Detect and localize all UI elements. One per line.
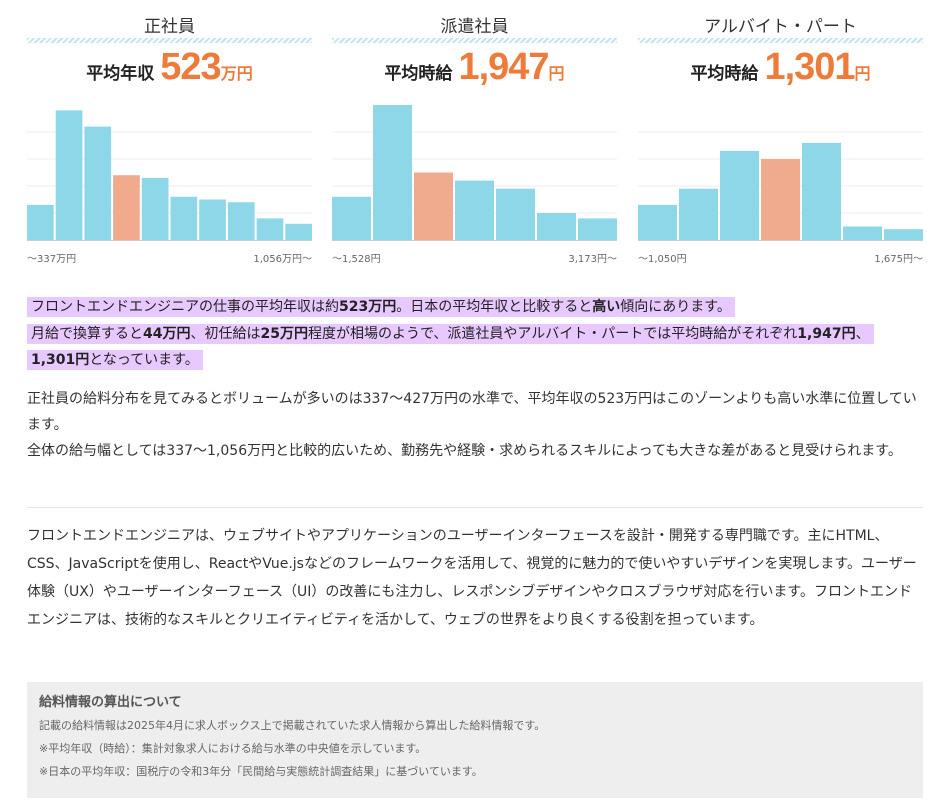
histogram-bar: [141, 177, 169, 240]
calculation-note: 給料情報の算出について 記載の給料情報は2025年4月に求人ボックス上で掲載され…: [27, 682, 923, 798]
histogram-seishain: [27, 110, 312, 241]
paragraph-line: 全体の給与幅としては337〜1,056万円と比較的広いため、勤務先や経験・求めら…: [27, 443, 902, 459]
summary-emphasis: 523万円: [339, 299, 397, 315]
note-line: ※平均年収（時給）：集計対象求人における給与水準の中央値を示しています。: [39, 742, 427, 755]
chart-title: 派遣社員: [440, 17, 509, 37]
histogram-bar: [679, 188, 718, 240]
chart-title: アルバイト・パート: [704, 17, 857, 37]
histogram-bar: [256, 218, 284, 240]
summary-text: 、初任給は: [190, 325, 261, 342]
histogram-arubaito: [638, 131, 923, 241]
summary-emphasis: 44万円: [143, 325, 191, 342]
average-value: 523: [160, 46, 221, 88]
average-value: 1,301: [764, 46, 855, 88]
summary-text: 月給で換算すると: [31, 325, 143, 342]
histogram-bar: [802, 142, 841, 240]
average-label: 平均年収: [86, 64, 155, 84]
chart-arubaito: アルバイト・パート 平均時給 1,301円 〜1,050円 1,675円〜: [638, 0, 923, 275]
summary-text: 。日本の平均年収と比較すると: [396, 299, 593, 315]
note-title: 給料情報の算出について: [39, 695, 182, 710]
section-divider: [27, 507, 923, 508]
axis-max-label: 1,675円〜: [874, 254, 923, 265]
average-salary: 平均時給 1,301円: [638, 46, 923, 89]
distribution-paragraph: 正社員の給料分布を見てみるとボリュームが多いのは337〜427万円の水準で、平均…: [27, 386, 923, 464]
average-salary: 平均年収 523万円: [27, 46, 312, 89]
title-divider: [27, 38, 312, 43]
histogram-bar: [843, 226, 882, 240]
title-divider: [332, 38, 617, 43]
summary-text: 傾向にあります。: [620, 299, 731, 315]
note-line: ※日本の平均年収：国税庁の令和3年分「民間給与実態統計調査結果」に基づいています…: [39, 765, 483, 778]
average-bar: [414, 172, 453, 240]
summary-emphasis: 1,947円: [797, 325, 856, 342]
summary-emphasis: 25万円: [260, 325, 308, 342]
summary-text: フロントエンドエンジニアの仕事の平均年収は約: [31, 299, 339, 315]
summary-emphasis: 高い: [592, 299, 621, 315]
average-value: 1,947: [458, 46, 549, 88]
title-divider: [638, 38, 923, 43]
average-unit: 万円: [220, 64, 253, 83]
average-unit: 円: [548, 64, 565, 83]
paragraph-line: 正社員の給料分布を見てみるとボリュームが多いのは337〜427万円の水準で、平均…: [27, 391, 917, 433]
axis-min-label: 〜337万円: [27, 254, 77, 265]
salary-summary: フロントエンドエンジニアの仕事の平均年収は約523万円。日本の平均年収と比較する…: [27, 294, 923, 374]
average-bar: [761, 159, 800, 240]
salary-charts: 正社員 平均年収 523万円 〜337万円 1,056万円〜 派遣社員 平均時給 1…: [27, 0, 923, 275]
histogram-bar: [373, 105, 412, 240]
axis-min-label: 〜1,528円: [332, 254, 381, 265]
histogram-bar: [170, 196, 198, 240]
note-line: 記載の給料情報は2025年4月に求人ボックス上で掲載されていた求人情報から算出し…: [39, 719, 546, 732]
histogram-bar: [199, 199, 226, 240]
histogram-bar: [55, 110, 83, 241]
histogram-bar: [27, 204, 54, 240]
histogram-bar: [720, 150, 759, 240]
average-label: 平均時給: [384, 64, 453, 84]
average-label: 平均時給: [690, 64, 759, 84]
histogram-bar: [285, 223, 312, 240]
average-salary: 平均時給 1,947円: [332, 46, 617, 89]
summary-emphasis: 1,301円: [31, 352, 90, 368]
axis-max-label: 1,056万円〜: [253, 254, 312, 265]
summary-text: となっています。: [89, 352, 199, 368]
chart-haken: 派遣社員 平均時給 1,947円 〜1,528円 3,173円〜: [332, 0, 617, 275]
histogram-bar: [227, 202, 255, 240]
histogram-bar: [884, 229, 923, 240]
summary-line-1: フロントエンドエンジニアの仕事の平均年収は約523万円。日本の平均年収と比較する…: [27, 297, 735, 317]
chart-seishain: 正社員 平均年収 523万円 〜337万円 1,056万円〜: [27, 0, 312, 275]
summary-line-2: 月給で換算すると44万円、初任給は25万円程度が相場のようで、派遣社員やアルバイ…: [27, 323, 874, 344]
histogram-haken: [332, 105, 617, 241]
histogram-bar: [496, 188, 535, 240]
summary-line-3: 1,301円となっています。: [27, 350, 203, 370]
axis-min-label: 〜1,050円: [638, 254, 687, 265]
histogram-bar: [537, 213, 576, 240]
histogram-bar: [84, 126, 112, 240]
summary-text: 、: [855, 325, 870, 342]
histogram-bar: [578, 218, 617, 240]
summary-text: 程度が相場のようで、派遣社員やアルバイト・パートでは平均時給がそれぞれ: [307, 325, 798, 342]
average-bar: [113, 175, 140, 240]
histogram-bar: [638, 204, 677, 240]
job-description: フロントエンドエンジニアは、ウェブサイトやアプリケーションのユーザーインターフェ…: [27, 528, 917, 628]
chart-title: 正社員: [144, 17, 195, 37]
histogram-bar: [455, 180, 494, 240]
axis-max-label: 3,173円〜: [568, 254, 617, 265]
histogram-bar: [332, 196, 371, 240]
average-unit: 円: [854, 64, 871, 83]
